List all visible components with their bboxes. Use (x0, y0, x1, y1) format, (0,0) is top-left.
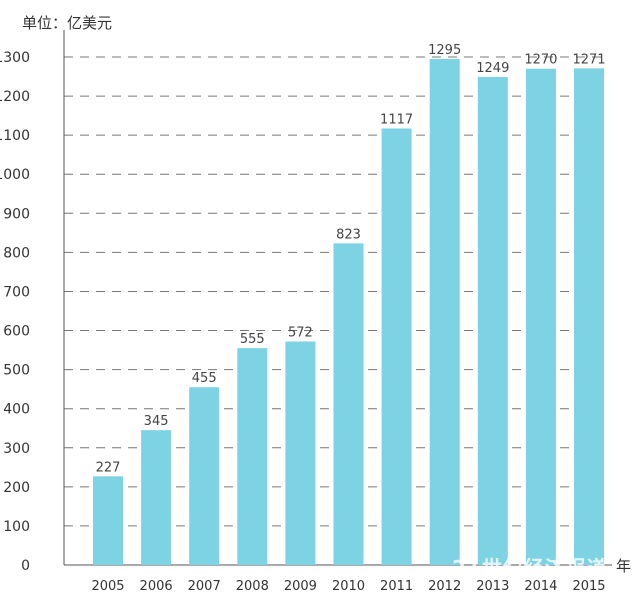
x-tick-label-2015: 2015 (572, 579, 605, 594)
bar-2013 (477, 76, 508, 565)
x-tick-label-2012: 2012 (428, 579, 461, 594)
value-label-2012: 1295 (428, 43, 461, 58)
y-tick-label: 0 (21, 558, 30, 574)
value-label-2008: 555 (240, 332, 265, 347)
value-label-2010: 823 (336, 227, 361, 242)
bar-2015 (574, 68, 604, 565)
bar-2008 (237, 348, 268, 565)
value-label-2013: 1249 (476, 61, 509, 76)
y-tick-label: 1000 (0, 167, 30, 183)
value-label-2005: 227 (96, 460, 121, 475)
value-label-2011: 1117 (380, 113, 413, 128)
y-tick-label: 800 (3, 245, 30, 261)
bars (93, 58, 604, 566)
y-tick-label: 200 (3, 480, 30, 496)
value-label-2015: 1271 (572, 52, 605, 67)
y-tick-label: 900 (3, 206, 30, 222)
x-tick-label-2009: 2009 (284, 579, 317, 594)
y-tick-label: 600 (3, 324, 30, 340)
bar-2007 (189, 387, 220, 565)
value-label-2009: 572 (288, 325, 313, 340)
bar-2011 (381, 128, 412, 565)
y-tick-label: 700 (3, 284, 30, 300)
labels: 0 100 200 300 400 500 600 700 800 900 1000 1100 1200… (0, 43, 631, 594)
bar-2014 (525, 68, 556, 565)
x-axis-label: 年 (616, 557, 631, 575)
x-tick-label-2005: 2005 (91, 579, 124, 594)
x-tick-label-2007: 2007 (188, 579, 221, 594)
bar-2010 (333, 243, 364, 566)
x-tick-label-2014: 2014 (524, 579, 557, 594)
bar-2006 (141, 430, 172, 565)
x-tick-label-2006: 2006 (140, 579, 173, 594)
bar-2005 (93, 476, 123, 565)
y-tick-label: 400 (3, 402, 30, 418)
x-tick-label-2013: 2013 (476, 579, 509, 594)
y-tick-label: 100 (3, 519, 30, 535)
bar-2012 (429, 58, 460, 565)
y-tick-label: 300 (3, 441, 30, 457)
y-tick-label: 1300 (0, 50, 30, 66)
y-tick-label: 500 (3, 363, 30, 379)
x-tick-label-2011: 2011 (380, 579, 413, 594)
y-tick-label: 1200 (0, 89, 30, 105)
value-label-2014: 1270 (524, 53, 557, 68)
watermark: 21世纪经济报道 (452, 556, 608, 580)
unit-label: 单位：亿美元 (22, 14, 113, 32)
x-tick-label-2010: 2010 (332, 579, 365, 594)
value-label-2007: 455 (192, 371, 217, 386)
bar-2009 (285, 341, 316, 565)
value-label-2006: 345 (144, 414, 169, 429)
x-tick-label-2008: 2008 (236, 579, 269, 594)
y-tick-label: 1100 (0, 128, 30, 144)
